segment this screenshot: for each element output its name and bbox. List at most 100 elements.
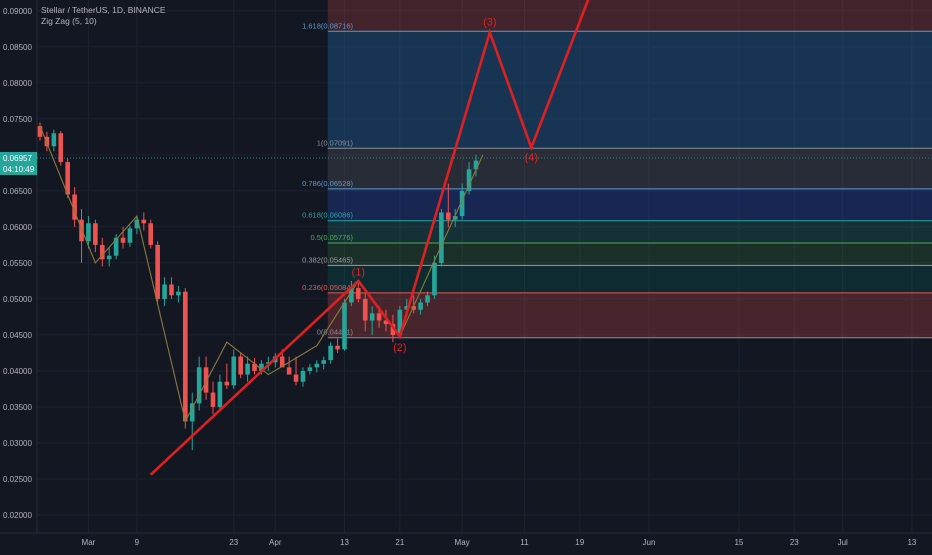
fib-level-label: 0.786(0.06528) [302,179,353,188]
candle-body [231,356,237,386]
candle-body [106,255,112,260]
candle-body [127,228,133,243]
candle-body [183,291,188,422]
candle-body [425,295,430,303]
price-axis[interactable]: 0.090000.085000.080000.075000.070000.065… [0,0,38,550]
wave-path [149,0,590,476]
price-tick-label: 0.03000 [3,439,32,448]
candle-body [300,370,306,382]
symbol-title[interactable]: Stellar / TetherUS, 1D, BINANCE [41,5,166,15]
fib-level-label: 1(0.07091) [317,138,354,147]
candle-body [58,133,64,163]
candle-body [224,381,230,386]
fib-zone [327,265,932,293]
candle-body [266,362,271,364]
candle-body [432,262,437,296]
candle-body [383,320,389,325]
fib-zone [327,292,932,338]
price-tick-label: 0.06500 [3,187,32,196]
price-tick-label: 0.06000 [3,223,32,232]
fib-level-label: 0.382(0.05465) [302,255,353,264]
candle-body [203,367,209,393]
indicator-title[interactable]: Zig Zag (5, 10) [41,16,97,26]
candle-body [169,284,174,296]
price-axis-bg [0,0,37,550]
candle-body [37,126,43,137]
candle-body [44,136,50,147]
candle-body [238,356,243,375]
last-price-value: 0.06957 [3,154,32,163]
candle-body [349,288,354,303]
price-tick-label: 0.09000 [3,7,32,16]
last-price-badge-bg [0,151,37,175]
candle-body [279,356,285,368]
fib-zone [327,31,932,149]
time-tick-label: 23 [790,538,799,547]
time-tick-label: Jun [643,538,656,547]
candle-body [397,309,403,335]
candle-body [259,363,264,371]
time-tick-label: 13 [340,538,349,547]
candle-body [189,403,195,422]
time-tick-label: Mar [82,538,96,547]
candle-body [404,306,410,310]
candle-body [369,313,375,321]
last-price-badge: 0.06957 04:10:49 [0,151,932,175]
candle-body [155,244,160,299]
time-tick-label: Jul [838,538,848,547]
candle-body [390,324,396,335]
fib-zone [327,243,932,266]
elliott-wave-drawing[interactable]: (1) (2) (3) (4) [149,0,594,476]
candle-body [148,223,154,245]
candle-body [176,291,181,296]
candle-body [376,313,382,321]
candlestick-series [37,122,479,451]
time-axis[interactable]: Mar 9 23 Apr 13 21 May 11 19 Jun 15 23 Jul 13 [0,532,932,550]
chart-legend: Stellar / TetherUS, 1D, BINANCE Zig Zag … [41,5,166,27]
price-tick-label: 0.03500 [3,403,32,412]
price-tick-label: 0.08500 [3,43,32,52]
fib-zone [327,188,932,221]
price-tick-label: 0.05000 [3,295,32,304]
price-tick-label: 0.04500 [3,331,32,340]
price-tick-label: 0.02000 [3,511,32,520]
candle-body [342,302,347,350]
candle-body [328,345,333,361]
candle-body [445,212,451,220]
fib-zone [327,148,932,189]
fib-level-label: 0.618(0.06086) [302,211,353,220]
time-tick-label: Apr [269,538,282,547]
candle-body [439,212,444,263]
candle-body [134,219,140,229]
time-tick-label: 11 [520,538,529,547]
candle-body [120,237,126,243]
candle-body [72,194,77,220]
fibonacci-extension[interactable]: 1.618(0.08716) 1(0.07091) 0.786(0.06528) 0.… [302,0,932,339]
candle-body [356,288,361,299]
candle-body [245,363,250,375]
fib-level-label: 0.236(0.05084) [302,283,353,292]
time-tick-label: 23 [229,538,238,547]
candle-body [466,169,472,191]
price-tick-label: 0.04000 [3,367,32,376]
time-tick-label: May [455,538,470,547]
price-tick-label: 0.02500 [3,475,32,484]
candle-body [293,374,299,382]
candle-body [286,367,292,375]
countdown-timer: 04:10:49 [3,165,35,174]
fib-zone [327,220,932,244]
fib-level-label: 0.5(0.05776) [310,233,353,242]
price-tick-label: 0.08000 [3,79,32,88]
candle-body [51,133,57,147]
time-tick-label: 9 [135,538,140,547]
candle-body [314,363,320,368]
candle-body [335,345,340,350]
price-tick-label: 0.05500 [3,259,32,268]
wave-label: (4) [525,152,538,164]
candle-body [210,392,216,407]
candle-body [162,284,167,299]
candle-body [459,190,465,217]
time-tick-label: 19 [575,538,584,547]
